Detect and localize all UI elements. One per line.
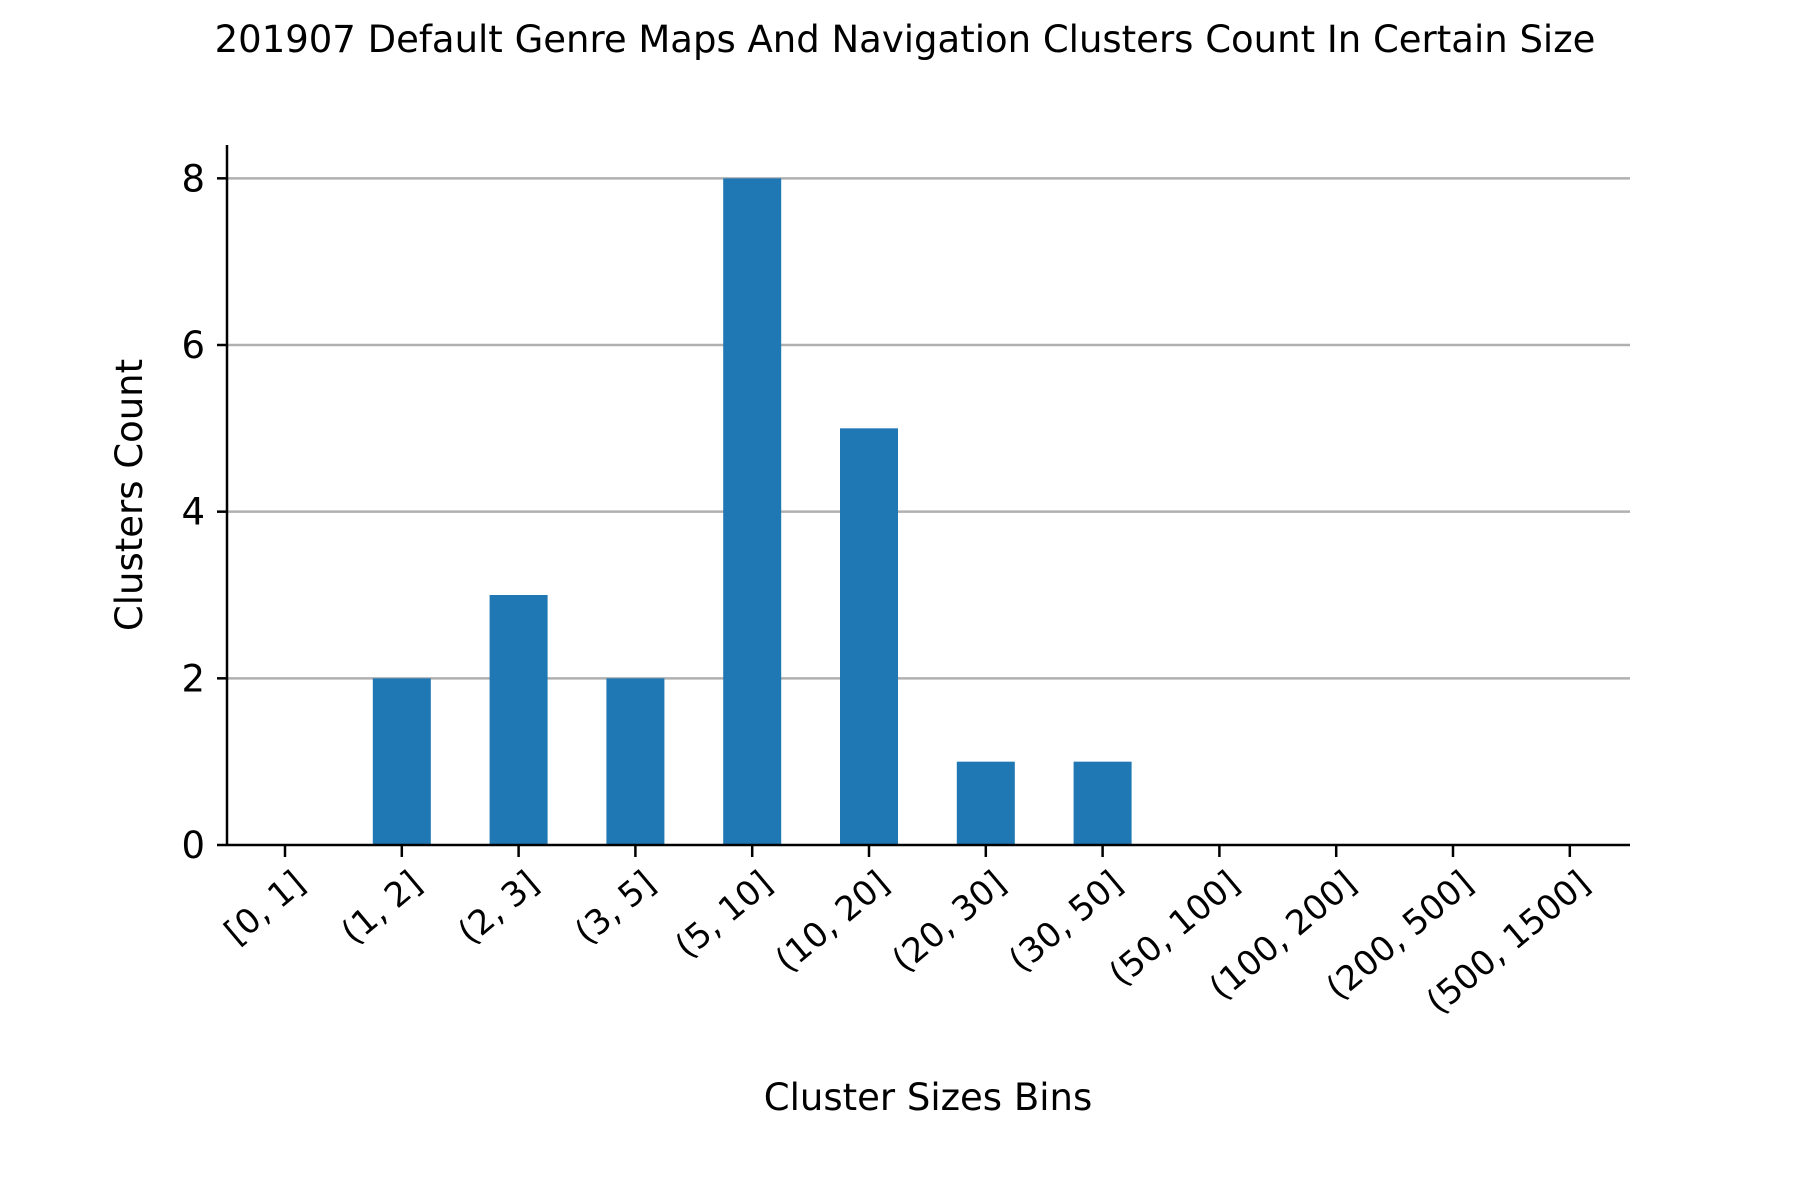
bar	[723, 178, 782, 846]
x-tick-label: (10, 20]	[768, 863, 897, 980]
x-tick-label: (3, 5]	[567, 863, 663, 952]
x-tick-label: (20, 30]	[885, 863, 1014, 980]
bar	[956, 761, 1015, 845]
x-tick-label: (1, 2]	[334, 863, 430, 952]
axes	[225, 145, 1630, 847]
bar	[606, 678, 665, 845]
y-tick-label: 0	[181, 824, 205, 867]
bars	[372, 178, 1132, 846]
x-tick-label: (5, 10]	[668, 863, 780, 966]
bar	[489, 595, 548, 845]
bar	[372, 678, 431, 845]
y-axis-label: Clusters Count	[108, 359, 151, 631]
y-tick-label: 2	[181, 657, 205, 700]
x-axis-label: Cluster Sizes Bins	[764, 1076, 1092, 1119]
y-tick-label: 8	[181, 157, 205, 200]
y-tick-label: 6	[181, 324, 205, 367]
bar	[1073, 761, 1132, 845]
chart-title: 201907 Default Genre Maps And Navigation…	[215, 18, 1596, 61]
x-ticks: [0, 1] (1, 2] (2, 3] (3, 5] (5, 10](10, 20](…	[217, 845, 1598, 1022]
y-ticks: 0 2 4 6 8	[181, 157, 227, 867]
bar	[840, 428, 898, 845]
y-tick-label: 4	[181, 491, 205, 534]
grid-lines	[227, 177, 1630, 680]
x-tick-label: [0, 1]	[217, 863, 313, 952]
x-tick-label: (2, 3]	[451, 863, 547, 952]
